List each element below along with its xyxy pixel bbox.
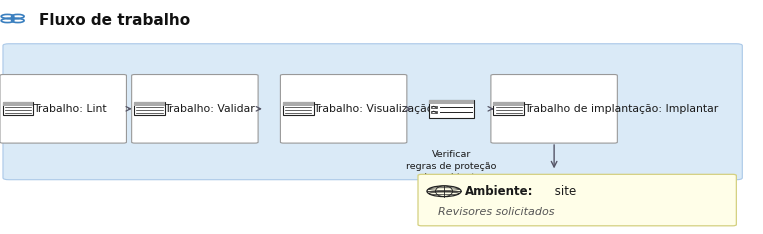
- Bar: [431, 111, 437, 113]
- Text: Trabalho: Lint: Trabalho: Lint: [33, 104, 106, 114]
- FancyBboxPatch shape: [494, 102, 524, 115]
- FancyBboxPatch shape: [491, 74, 617, 143]
- FancyBboxPatch shape: [281, 74, 407, 143]
- FancyBboxPatch shape: [283, 102, 314, 115]
- Text: Verificar
regras de proteção
do ambiente: Verificar regras de proteção do ambiente: [406, 150, 497, 182]
- Text: site: site: [551, 185, 576, 198]
- FancyBboxPatch shape: [418, 174, 736, 226]
- Text: Trabalho: Validar: Trabalho: Validar: [164, 104, 255, 114]
- FancyBboxPatch shape: [132, 74, 258, 143]
- Text: Trabalho: Visualização: Trabalho: Visualização: [313, 104, 433, 114]
- Text: Trabalho de implantação: Implantar: Trabalho de implantação: Implantar: [523, 104, 718, 114]
- Bar: [2, 102, 34, 106]
- FancyBboxPatch shape: [429, 100, 474, 117]
- Bar: [283, 102, 314, 106]
- Text: Revisores solicitados: Revisores solicitados: [438, 207, 555, 217]
- Bar: [431, 106, 437, 108]
- Bar: [494, 102, 524, 106]
- Text: Fluxo de trabalho: Fluxo de trabalho: [39, 13, 190, 28]
- Bar: [429, 100, 474, 104]
- Bar: [134, 102, 165, 106]
- FancyBboxPatch shape: [0, 74, 127, 143]
- FancyBboxPatch shape: [134, 102, 165, 115]
- FancyBboxPatch shape: [3, 44, 742, 180]
- FancyBboxPatch shape: [2, 102, 34, 115]
- Text: Ambiente:: Ambiente:: [465, 185, 533, 198]
